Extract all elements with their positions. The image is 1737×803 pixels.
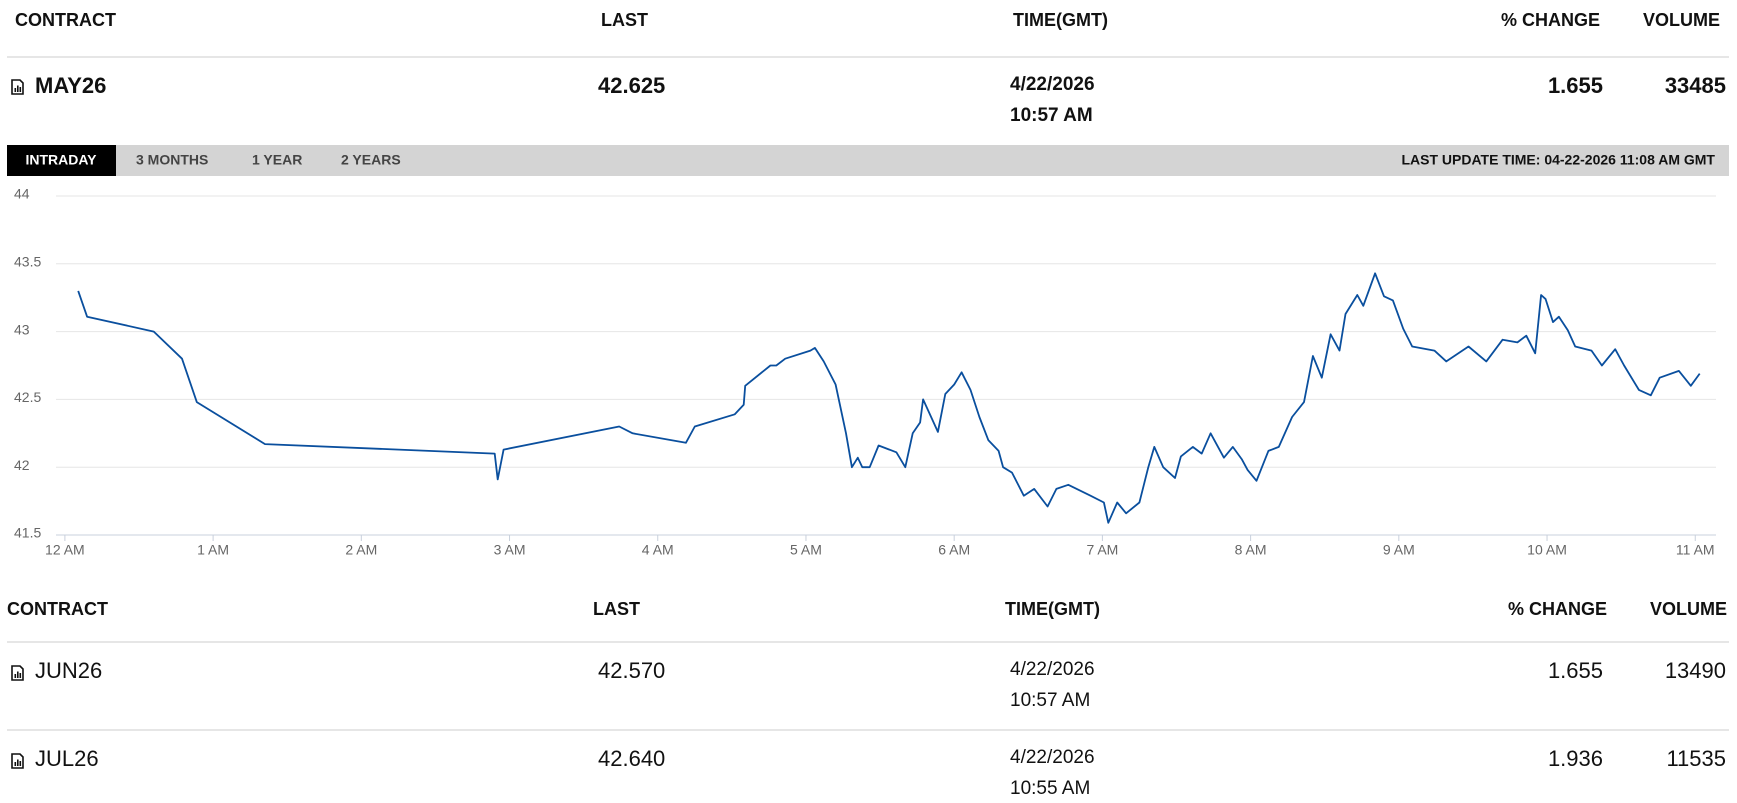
date: 4/22/2026 [1010,74,1095,95]
x-tick-label: 10 AM [1527,542,1567,558]
y-tick-label: 44 [14,186,30,202]
volume: 33485 [1665,73,1726,98]
last-price: 42.640 [598,746,665,771]
last-price: 42.570 [598,658,665,683]
column-header: VOLUME [1650,599,1727,619]
contract[interactable]: JUN26 [35,658,102,683]
column-header: LAST [593,599,640,619]
tab[interactable]: 3 MONTHS [136,152,208,168]
chart-icon[interactable] [11,665,24,681]
x-tick-label: 9 AM [1383,542,1415,558]
last-update: LAST UPDATE TIME: 04-22-2026 11:08 AM GM… [1401,152,1715,168]
time: 10:57 AM [1010,105,1093,126]
y-tick-label: 42 [14,457,30,473]
x-tick-label: 4 AM [642,542,674,558]
x-tick-label: 2 AM [345,542,377,558]
y-tick-label: 43.5 [14,254,41,270]
tab-bar [7,145,1729,176]
table-rows: JUN26 42.570 4/22/2026 10:57 AM 1.655 13490 JU… [7,658,1729,799]
x-tick-label: 7 AM [1086,542,1118,558]
column-header: % CHANGE [1508,599,1607,619]
contract[interactable]: MAY26 [35,73,106,98]
chart: 41.5 42 42.5 43 43.5 44 12 AM 1 AM 2 AM 3 AM 4 AM 5… [14,186,1716,558]
time: 10:57 AM [1010,690,1090,711]
y-tick-label: 41.5 [14,525,41,541]
date: 4/22/2026 [1010,747,1095,768]
price-line [77,272,1701,524]
column-header: CONTRACT [15,10,116,30]
last-price: 42.625 [598,73,665,98]
date: 4/22/2026 [1010,659,1095,680]
volume: 11535 [1666,746,1726,771]
tab[interactable]: INTRADAY [25,152,97,168]
tab[interactable]: 2 YEARS [341,152,401,168]
x-tick-label: 5 AM [790,542,822,558]
change: 1.936 [1548,746,1603,771]
x-tick-label: 8 AM [1235,542,1267,558]
column-header: % CHANGE [1501,10,1600,30]
change: 1.655 [1548,73,1603,98]
x-tick-label: 11 AM [1676,542,1715,558]
active-tab[interactable] [7,145,116,176]
column-header: TIME(GMT) [1005,599,1100,619]
tab[interactable]: 1 YEAR [252,152,302,168]
x-tick-label: 1 AM [197,542,229,558]
column-header: LAST [601,10,648,30]
x-tick-label: 12 AM [45,542,85,558]
x-tick-label: 3 AM [494,542,526,558]
volume: 13490 [1665,658,1726,683]
contract[interactable]: JUL26 [35,746,99,771]
change: 1.655 [1548,658,1603,683]
column-header: TIME(GMT) [1013,10,1108,30]
time: 10:55 AM [1010,778,1090,799]
x-tick-label: 6 AM [938,542,970,558]
chart-icon[interactable] [11,79,24,95]
y-tick-label: 43 [14,321,30,337]
y-tick-label: 42.5 [14,389,41,405]
column-header: CONTRACT [7,599,108,619]
chart-icon[interactable] [11,753,24,769]
column-header: VOLUME [1643,10,1720,30]
